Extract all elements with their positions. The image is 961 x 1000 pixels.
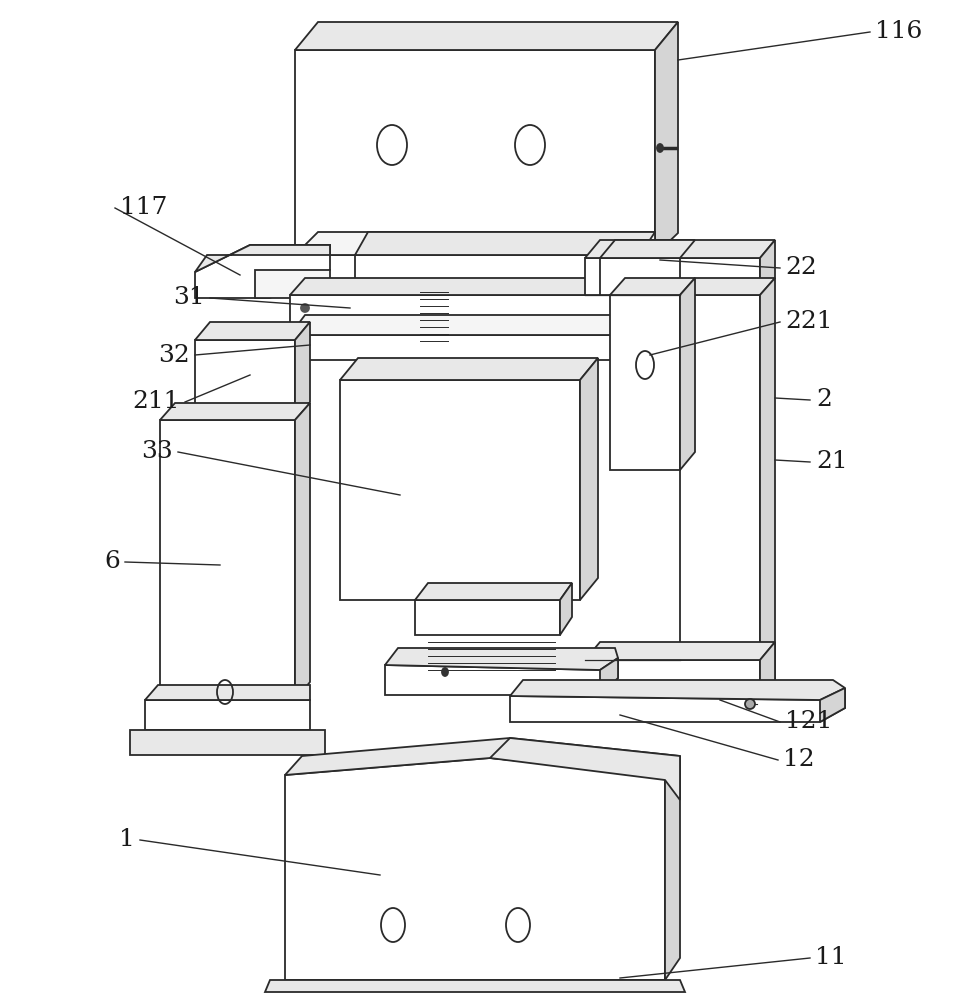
Polygon shape xyxy=(395,370,480,385)
Polygon shape xyxy=(285,758,665,980)
Polygon shape xyxy=(160,403,310,420)
Text: 6: 6 xyxy=(104,550,120,574)
Polygon shape xyxy=(510,680,845,700)
Polygon shape xyxy=(355,232,655,255)
Polygon shape xyxy=(340,358,598,380)
Polygon shape xyxy=(585,258,760,295)
Polygon shape xyxy=(295,50,655,255)
Text: 22: 22 xyxy=(785,256,817,279)
Polygon shape xyxy=(680,295,760,700)
Polygon shape xyxy=(145,685,310,700)
Polygon shape xyxy=(295,322,310,420)
Polygon shape xyxy=(655,22,678,255)
Polygon shape xyxy=(760,642,775,700)
Polygon shape xyxy=(760,240,775,295)
Polygon shape xyxy=(340,380,580,600)
Text: 32: 32 xyxy=(159,344,190,366)
Polygon shape xyxy=(130,730,325,755)
Polygon shape xyxy=(600,240,695,258)
Polygon shape xyxy=(650,278,665,318)
Polygon shape xyxy=(610,278,695,295)
Polygon shape xyxy=(600,258,680,295)
Ellipse shape xyxy=(442,668,448,676)
Text: 21: 21 xyxy=(816,450,848,474)
Ellipse shape xyxy=(301,304,309,312)
Polygon shape xyxy=(145,700,310,730)
Text: 211: 211 xyxy=(133,390,180,414)
Polygon shape xyxy=(295,232,655,255)
Polygon shape xyxy=(195,340,295,420)
Polygon shape xyxy=(290,295,650,335)
Text: 33: 33 xyxy=(141,440,173,464)
Polygon shape xyxy=(418,285,450,355)
Text: 121: 121 xyxy=(785,710,832,734)
Polygon shape xyxy=(295,403,310,700)
Text: 1: 1 xyxy=(119,828,135,852)
Polygon shape xyxy=(490,738,680,800)
Ellipse shape xyxy=(745,699,755,709)
Polygon shape xyxy=(195,245,330,298)
Polygon shape xyxy=(760,278,775,700)
Polygon shape xyxy=(585,642,775,660)
Polygon shape xyxy=(680,278,775,295)
Text: 11: 11 xyxy=(815,946,847,970)
Polygon shape xyxy=(580,358,598,600)
Polygon shape xyxy=(285,738,680,775)
Text: 117: 117 xyxy=(120,196,167,220)
Polygon shape xyxy=(355,255,640,285)
Polygon shape xyxy=(400,355,470,375)
Polygon shape xyxy=(255,270,330,298)
Polygon shape xyxy=(290,318,650,360)
Polygon shape xyxy=(290,278,665,295)
Text: 12: 12 xyxy=(783,748,815,772)
Text: 31: 31 xyxy=(173,286,205,310)
Polygon shape xyxy=(510,688,845,722)
Polygon shape xyxy=(820,688,845,722)
Polygon shape xyxy=(600,658,618,695)
Text: 2: 2 xyxy=(816,388,832,412)
Polygon shape xyxy=(265,980,685,992)
Polygon shape xyxy=(295,22,678,50)
Polygon shape xyxy=(195,322,310,340)
Polygon shape xyxy=(585,240,775,258)
Polygon shape xyxy=(680,278,695,470)
Polygon shape xyxy=(290,300,665,335)
Polygon shape xyxy=(385,648,618,670)
Polygon shape xyxy=(415,583,572,600)
Polygon shape xyxy=(665,756,680,980)
Polygon shape xyxy=(195,245,330,272)
Polygon shape xyxy=(560,583,572,635)
Text: 116: 116 xyxy=(875,20,923,43)
Polygon shape xyxy=(160,420,295,700)
Polygon shape xyxy=(415,600,560,635)
Polygon shape xyxy=(610,295,680,470)
Ellipse shape xyxy=(657,144,663,152)
Polygon shape xyxy=(385,658,618,695)
Polygon shape xyxy=(585,660,760,700)
Text: 221: 221 xyxy=(785,310,832,334)
